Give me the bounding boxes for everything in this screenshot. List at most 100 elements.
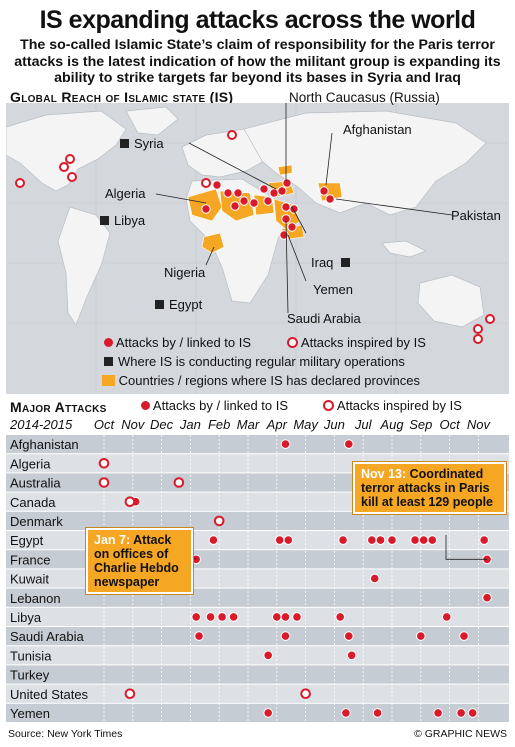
military-ops-square	[341, 258, 351, 267]
month-label: Feb	[208, 417, 230, 432]
label-libya: Libya	[100, 213, 145, 228]
attack-linked-point	[263, 708, 273, 718]
attack-linked-point	[372, 708, 383, 718]
table-row	[6, 646, 509, 665]
country-label: Afghanistan	[10, 437, 79, 452]
callout-jan7: Jan 7: Attack on offices of Charlie Hebd…	[86, 528, 193, 594]
attack-linked-point	[280, 439, 291, 449]
table-row	[6, 511, 509, 530]
legend-provinces-text: Countries / regions where IS has declare…	[118, 373, 420, 388]
attack-linked-point	[194, 631, 204, 641]
attack-linked-point	[427, 535, 438, 545]
label-syria: Syria	[120, 136, 164, 151]
month-label: Aug	[379, 417, 404, 432]
month-label: Oct	[439, 417, 461, 432]
label-saudi-arabia: Saudi Arabia	[287, 311, 361, 326]
month-label: Nov	[467, 417, 492, 432]
month-label: Mar	[237, 417, 260, 432]
credit-note: © GRAPHIC NEWS	[414, 728, 507, 740]
map-markers-inspired	[15, 130, 495, 344]
map-heading: Global Reach of Islamic state (IS)	[10, 89, 234, 105]
attack-linked-point	[274, 535, 285, 545]
military-ops-square	[155, 300, 164, 309]
attacks-heading: Major Attacks	[10, 399, 107, 415]
month-label: May	[293, 417, 319, 432]
country-label: United States	[10, 687, 89, 702]
attack-inspired-point	[124, 688, 136, 700]
attack-linked-point	[367, 535, 377, 545]
callout-nov13-connector	[445, 535, 488, 560]
label-algeria: Algeria	[105, 186, 146, 201]
label-north-caucasus: North Caucasus (Russia)	[289, 90, 440, 105]
world-map	[6, 103, 509, 394]
attack-linked-point	[369, 573, 380, 584]
callout-jan7-text: Attack on offices of Charlie Hebdo newsp…	[94, 533, 179, 589]
country-label: Australia	[10, 476, 61, 491]
attack-linked-point	[482, 592, 492, 603]
table-row	[6, 665, 509, 684]
table-row	[6, 703, 509, 722]
table-row	[6, 569, 509, 588]
military-ops-square	[120, 139, 129, 148]
month-label: Sep	[409, 417, 432, 432]
month-label: Dec	[150, 417, 174, 432]
indonesia	[381, 240, 427, 258]
orange-square-icon	[102, 375, 115, 386]
table-row	[6, 627, 509, 646]
attack-linked-point	[283, 535, 294, 545]
attack-inspired-point	[98, 458, 110, 469]
country-label: Saudi Arabia	[10, 629, 84, 644]
attack-inspired-point	[124, 496, 136, 507]
attack-linked-point	[410, 535, 420, 545]
australia	[417, 274, 485, 328]
table-row	[6, 550, 509, 569]
attack-linked-point	[263, 650, 273, 661]
label-egypt-text: Egypt	[169, 297, 203, 312]
attack-linked-point	[346, 650, 357, 661]
red-dot-icon	[141, 401, 150, 410]
attack-linked-point	[205, 612, 216, 622]
attack-linked-point	[344, 631, 354, 641]
label-iraq-text: Iraq	[311, 255, 334, 270]
table-row	[6, 435, 509, 454]
attacks-legend-inspired: Attacks inspired by IS	[323, 398, 462, 413]
label-nigeria: Nigeria	[164, 265, 206, 280]
legend-inspired: Attacks inspired by IS	[287, 335, 426, 350]
month-label: Nov	[121, 417, 146, 432]
attacks-timeline-chart: Oct Nov Dec Jan Feb Mar Apr May Jun Jul Aug Sep Oct N…	[6, 417, 509, 722]
label-iraq: Iraq	[311, 255, 351, 270]
label-pakistan: Pakistan	[451, 208, 501, 223]
attack-linked-point	[479, 535, 489, 545]
country-label: Kuwait	[10, 572, 49, 587]
callout-nov13-text: Coordinated terror attacks in Paris kill…	[361, 467, 494, 509]
attack-linked-point	[335, 612, 345, 622]
legend-inspired-text: Attacks inspired by IS	[300, 335, 426, 350]
europe	[181, 128, 269, 178]
attack-linked-point	[375, 535, 386, 545]
attack-linked-point	[228, 612, 239, 622]
north-america	[6, 110, 127, 192]
label-afghanistan: Afghanistan	[343, 122, 412, 137]
attack-linked-point	[280, 612, 291, 622]
attack-linked-point	[338, 535, 348, 545]
attack-linked-point	[217, 612, 227, 622]
legend-military: Where IS is conducting regular military …	[104, 354, 405, 369]
legend-military-text: Where IS is conducting regular military …	[118, 354, 405, 369]
country-label: France	[10, 552, 50, 567]
country-label: Egypt	[10, 533, 44, 548]
month-label: Jun	[323, 417, 345, 432]
attacks-legend-inspired-text: Attacks inspired by IS	[336, 398, 462, 413]
infographic-title: IS expanding attacks across the world	[39, 6, 476, 34]
callout-nov13-date: Nov 13:	[361, 467, 407, 481]
attack-inspired-point	[213, 515, 225, 527]
label-egypt: Egypt	[155, 297, 202, 312]
attack-linked-point	[208, 535, 219, 545]
map-markers	[201, 178, 335, 240]
attack-linked-point	[459, 631, 469, 641]
attack-linked-point	[292, 612, 302, 622]
table-row	[6, 607, 509, 626]
table-row	[6, 588, 509, 607]
attack-inspired-point	[98, 477, 110, 488]
attacks-legend-linked: Attacks by / linked to IS	[141, 398, 288, 413]
country-label: Libya	[10, 610, 42, 625]
